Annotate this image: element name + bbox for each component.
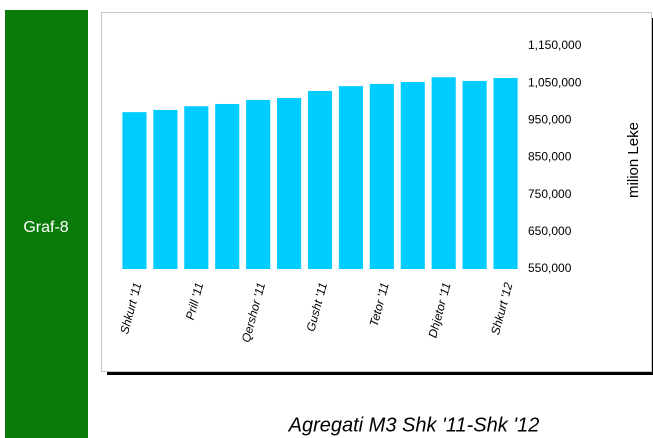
y-axis-label: milion Leke [625,122,642,198]
y-tick-label: 1,050,000 [528,75,582,89]
bar [400,82,425,269]
y-tick-label: 1,150,000 [528,38,582,52]
y-tick-label: 850,000 [528,150,572,164]
sidebar [5,10,88,438]
bar [153,109,178,269]
y-tick-label: 550,000 [528,261,572,275]
bar [493,77,518,269]
y-tick-label: 750,000 [528,187,572,201]
bar [338,86,363,269]
sidebar-label: Graf-8 [23,219,68,236]
y-tick-label: 950,000 [528,113,572,127]
bar [215,103,240,269]
bar [122,112,147,269]
bar [246,99,271,270]
y-tick-label: 650,000 [528,224,572,238]
chart-title: Agregati M3 Shk '11-Shk '12 [288,414,540,436]
bar [431,77,456,269]
bar [307,90,333,269]
bar [462,80,487,269]
bar [277,98,302,270]
bar [184,106,209,270]
bar [369,83,394,269]
